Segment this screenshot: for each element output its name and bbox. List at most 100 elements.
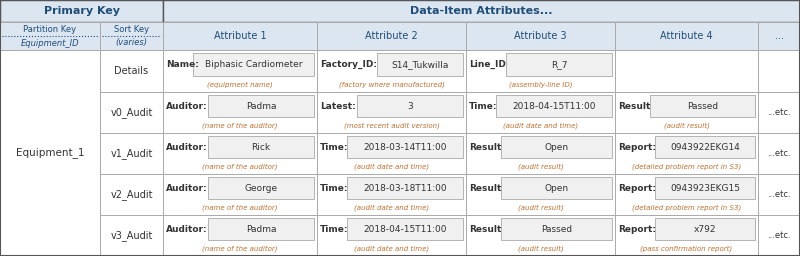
Bar: [163, 174, 317, 215]
Text: Auditor:: Auditor:: [166, 102, 208, 111]
Bar: [466, 215, 615, 256]
Bar: [317, 133, 466, 174]
Text: (audit result): (audit result): [518, 163, 563, 170]
Text: Auditor:: Auditor:: [166, 225, 208, 234]
Text: ...etc.: ...etc.: [767, 190, 791, 199]
Text: 3: 3: [407, 102, 413, 111]
Bar: [163, 215, 317, 256]
Bar: [501, 177, 612, 199]
Bar: [317, 92, 466, 133]
Text: Open: Open: [545, 143, 569, 152]
Bar: [208, 177, 314, 199]
Bar: [0, 50, 100, 256]
Bar: [466, 50, 615, 92]
Bar: [163, 22, 317, 50]
Bar: [100, 174, 163, 215]
Text: v3_Audit: v3_Audit: [110, 230, 153, 241]
Text: Padma: Padma: [246, 225, 276, 234]
Text: (name of the auditor): (name of the auditor): [202, 204, 278, 211]
Text: Rick: Rick: [251, 143, 270, 152]
Bar: [615, 215, 758, 256]
Text: Time:: Time:: [469, 102, 498, 111]
Bar: [347, 218, 463, 240]
Text: Auditor:: Auditor:: [166, 184, 208, 193]
Bar: [496, 95, 612, 118]
Text: Time:: Time:: [320, 184, 349, 193]
Bar: [655, 136, 755, 158]
Text: Result: Result: [469, 143, 502, 152]
Bar: [100, 22, 163, 50]
Text: Time:: Time:: [320, 143, 349, 152]
Text: (name of the auditor): (name of the auditor): [202, 122, 278, 129]
Bar: [0, 22, 100, 50]
Text: Result: Result: [469, 184, 502, 193]
Text: R_7: R_7: [550, 60, 567, 69]
Text: Attribute 3: Attribute 3: [514, 31, 567, 41]
Text: (audit result): (audit result): [518, 204, 563, 211]
Bar: [357, 95, 463, 118]
Text: ...etc.: ...etc.: [767, 108, 791, 117]
Text: v1_Audit: v1_Audit: [110, 148, 153, 159]
Text: Auditor:: Auditor:: [166, 143, 208, 152]
Text: Equipment_1: Equipment_1: [16, 147, 84, 158]
Bar: [347, 136, 463, 158]
Text: (assembly-line ID): (assembly-line ID): [509, 81, 572, 88]
Text: Biphasic Cardiometer: Biphasic Cardiometer: [205, 60, 302, 69]
Text: v0_Audit: v0_Audit: [110, 107, 153, 118]
Text: Name:: Name:: [166, 60, 199, 69]
Bar: [100, 50, 163, 92]
Bar: [655, 218, 755, 240]
Bar: [317, 22, 466, 50]
Text: (varies): (varies): [115, 38, 147, 48]
Text: (detailed problem report in S3): (detailed problem report in S3): [632, 204, 741, 211]
Bar: [758, 133, 800, 174]
Bar: [758, 92, 800, 133]
Bar: [501, 218, 612, 240]
Bar: [317, 174, 466, 215]
Text: 2018-03-18T11:00: 2018-03-18T11:00: [363, 184, 447, 193]
Text: George: George: [245, 184, 278, 193]
Bar: [466, 174, 615, 215]
Text: (audit date and time): (audit date and time): [354, 163, 429, 170]
Text: (audit date and time): (audit date and time): [354, 204, 429, 211]
Bar: [506, 53, 612, 76]
Bar: [347, 177, 463, 199]
Bar: [615, 174, 758, 215]
Text: Data-Item Attributes...: Data-Item Attributes...: [410, 6, 553, 16]
Text: Result: Result: [618, 102, 650, 111]
Bar: [163, 92, 317, 133]
Text: Attribute 1: Attribute 1: [214, 31, 266, 41]
Text: Open: Open: [545, 184, 569, 193]
Text: 2018-03-14T11:00: 2018-03-14T11:00: [363, 143, 446, 152]
Text: 2018-04-15T11:00: 2018-04-15T11:00: [512, 102, 596, 111]
Bar: [317, 215, 466, 256]
Text: (audit date and time): (audit date and time): [354, 245, 429, 252]
Text: 0943923EKG15: 0943923EKG15: [670, 184, 740, 193]
Bar: [650, 95, 755, 118]
Text: 2018-04-15T11:00: 2018-04-15T11:00: [363, 225, 446, 234]
Text: Sort Key: Sort Key: [114, 25, 149, 34]
Text: (audit result): (audit result): [664, 122, 710, 129]
Text: ...: ...: [774, 31, 783, 41]
Text: x792: x792: [694, 225, 716, 234]
Bar: [758, 50, 800, 92]
Text: Attribute 2: Attribute 2: [365, 31, 418, 41]
Bar: [758, 215, 800, 256]
Text: Time:: Time:: [320, 225, 349, 234]
Text: Passed: Passed: [687, 102, 718, 111]
Bar: [208, 95, 314, 118]
Bar: [466, 133, 615, 174]
Bar: [163, 0, 800, 22]
Text: Latest:: Latest:: [320, 102, 356, 111]
Text: Attribute 4: Attribute 4: [660, 31, 713, 41]
Text: Factory_ID:: Factory_ID:: [320, 60, 377, 69]
Text: ...etc.: ...etc.: [767, 231, 791, 240]
Bar: [758, 174, 800, 215]
Text: Report:: Report:: [618, 184, 656, 193]
Text: Padma: Padma: [246, 102, 276, 111]
Text: Partition Key: Partition Key: [23, 25, 77, 34]
Text: Primary Key: Primary Key: [43, 6, 119, 16]
Bar: [466, 92, 615, 133]
Text: ...etc.: ...etc.: [767, 149, 791, 158]
Text: Result: Result: [469, 225, 502, 234]
